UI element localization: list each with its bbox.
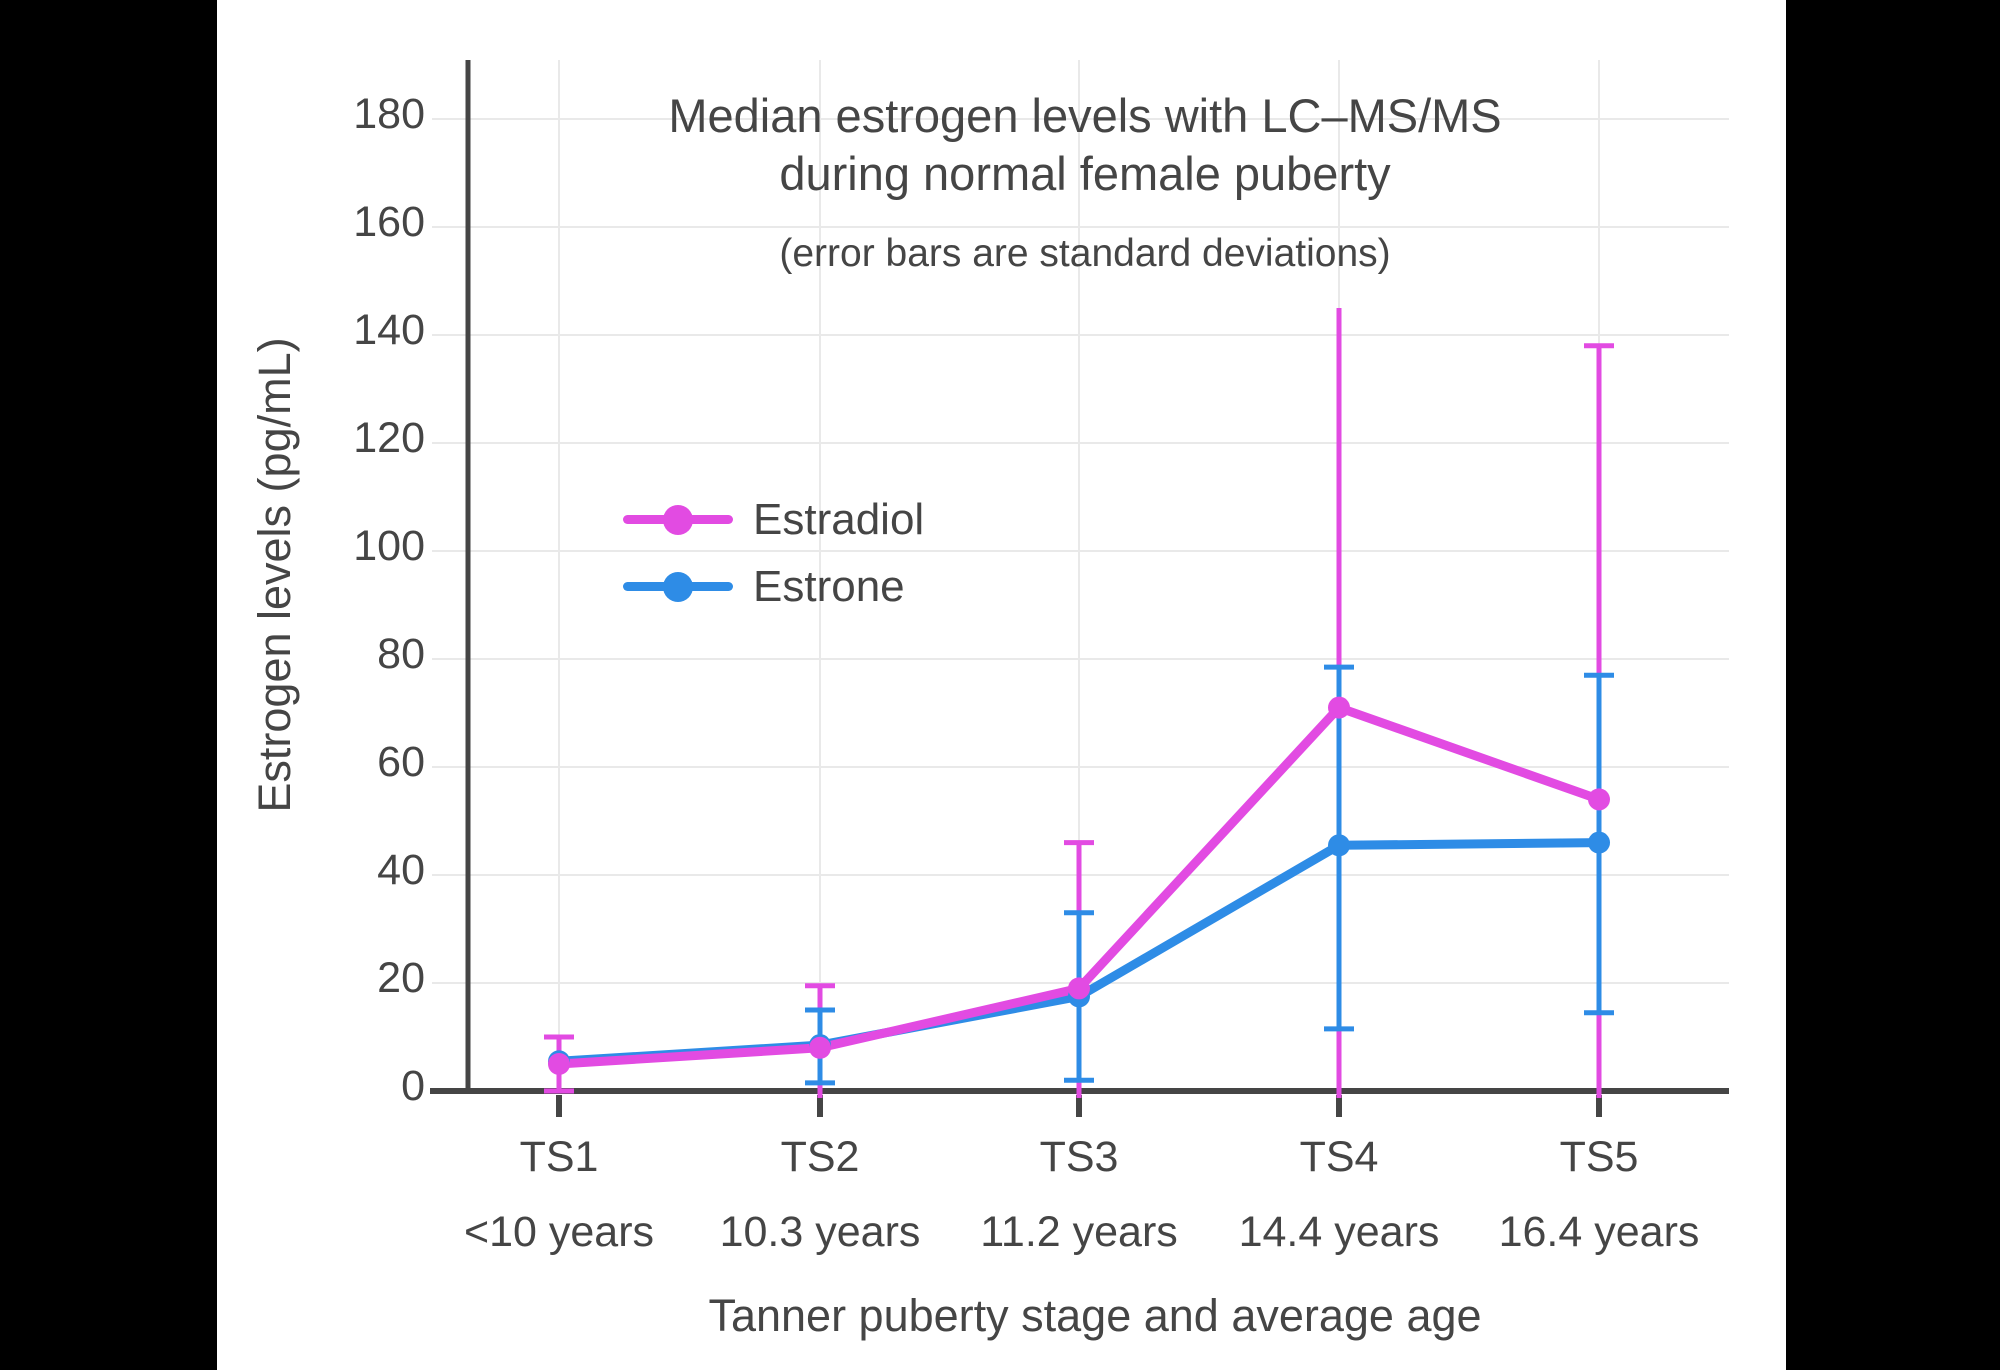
- x-tick-sublabel: 11.2 years: [980, 1208, 1178, 1256]
- x-tick-label: TS5: [1559, 1133, 1639, 1181]
- estradiol-legend-swatch: [623, 504, 733, 535]
- estradiol-marker: [1588, 788, 1610, 811]
- y-tick-label: 20: [377, 954, 425, 1002]
- y-tick-label: 80: [377, 630, 425, 678]
- y-tick-label: 100: [353, 522, 425, 570]
- x-tick-sublabel: 10.3 years: [719, 1208, 921, 1256]
- x-axis-title: Tanner puberty stage and average age: [708, 1290, 1482, 1341]
- legend: Estradiol Estrone: [623, 486, 924, 620]
- estrone-legend-swatch: [623, 571, 733, 602]
- x-tick-label: TS1: [519, 1133, 599, 1181]
- chart-title-line1: Median estrogen levels with LC–MS/MS: [668, 89, 1502, 142]
- chart-subtitle: (error bars are standard deviations): [779, 232, 1391, 275]
- y-tick-label: 180: [353, 90, 425, 138]
- y-tick-label: 60: [377, 738, 425, 786]
- x-tick-label: TS2: [780, 1133, 860, 1181]
- legend-label-estrone: Estrone: [753, 561, 905, 611]
- x-tick-sublabel: 16.4 years: [1498, 1208, 1700, 1256]
- estradiol-marker: [548, 1053, 570, 1075]
- y-tick-label: 0: [401, 1062, 425, 1110]
- y-tick-label: 40: [377, 846, 425, 894]
- y-tick-label: 160: [353, 198, 425, 246]
- x-tick-sublabel: <10 years: [463, 1208, 655, 1256]
- x-tick-label: TS4: [1299, 1133, 1379, 1181]
- estradiol-markers: [548, 696, 1610, 1075]
- x-tick-label: TS3: [1039, 1133, 1119, 1181]
- estradiol-legend-marker-icon: [663, 504, 693, 535]
- estradiol-marker: [1328, 696, 1350, 719]
- y-tick-label: 120: [353, 414, 425, 462]
- gridlines: [432, 60, 1729, 1091]
- legend-row-estradiol: Estradiol: [623, 486, 924, 553]
- estrone-marker: [1588, 831, 1610, 854]
- estradiol-marker: [1068, 977, 1090, 1000]
- legend-label-estradiol: Estradiol: [753, 494, 925, 544]
- chart-figure-background: [217, 0, 1786, 1370]
- legend-row-estrone: Estrone: [623, 553, 924, 620]
- estradiol-marker: [809, 1036, 831, 1059]
- y-tick-label: 140: [353, 306, 425, 354]
- estrone-marker: [1328, 834, 1350, 857]
- estrone-legend-marker-icon: [663, 571, 693, 602]
- chart-title-line2: during normal female puberty: [779, 147, 1391, 200]
- x-tick-sublabel: 14.4 years: [1238, 1208, 1440, 1256]
